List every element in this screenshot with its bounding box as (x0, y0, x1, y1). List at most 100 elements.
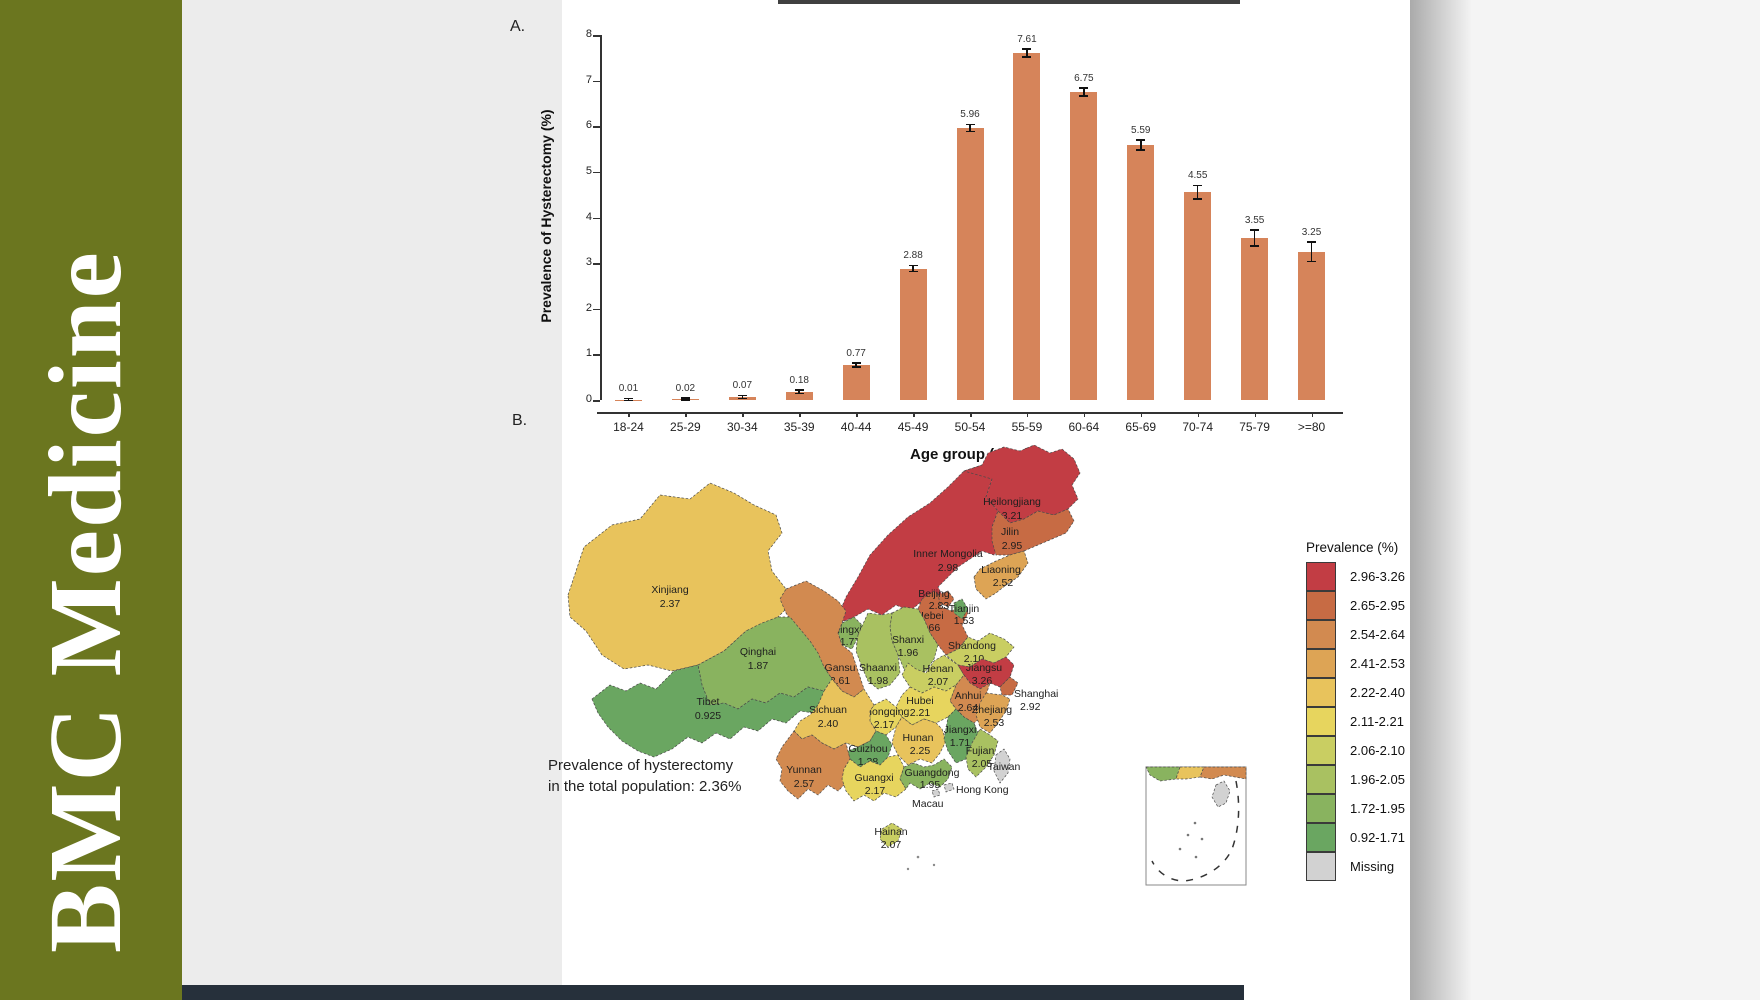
annotation-line1: Prevalence of hysterectomy (548, 757, 734, 774)
x-axis-tick-mark (913, 412, 915, 417)
province-inner-mongolia: Inner Mongolia 2.98 (835, 464, 1005, 622)
province-shanxi-label: Shanxi (892, 634, 924, 646)
bar (1241, 238, 1269, 400)
error-bar (1139, 140, 1142, 150)
province-anhui-label: Anhui (955, 690, 982, 702)
province-guizhou-label: Guizhou (848, 743, 887, 755)
province-xinjiang-label: Xinjiang (651, 584, 689, 596)
province-guangxi: Guangxi 2.17 (841, 754, 907, 802)
province-hunan-label: Hunan (903, 732, 934, 744)
x-axis-tick-mark (685, 412, 687, 417)
province-heilongjiang-value: 3.21 (1002, 510, 1023, 522)
inset-coast-green (1145, 766, 1181, 782)
error-bar (798, 390, 801, 393)
x-axis-tick-mark (970, 412, 972, 417)
bar (1298, 251, 1326, 400)
x-axis-tick-mark (1140, 412, 1143, 417)
annotation-line2: in the total population: 2.36% (548, 778, 742, 795)
bar (1013, 52, 1041, 400)
x-axis-tick-label: 55-59 (1011, 420, 1043, 434)
inset-islet-dot (1178, 847, 1182, 851)
province-beijing-label: Beijing (918, 588, 950, 600)
south-china-sea-inset (1145, 766, 1247, 886)
province-beijing-shape (937, 590, 955, 608)
legend-range-label: 2.22-2.40 (1350, 685, 1405, 700)
error-bar-cap-bottom (1022, 56, 1032, 58)
legend-item: 2.96-3.26 (1306, 561, 1466, 591)
province-beijing-value: 2.83 (929, 600, 950, 612)
inset-islet-dot (1193, 821, 1197, 825)
province-yunnan: Yunnan 2.57 (775, 730, 851, 800)
x-axis-tick-label: 18-24 (613, 420, 644, 434)
province-hainan-label: Hainan (874, 826, 907, 838)
province-yunnan-value: 2.57 (794, 778, 815, 790)
x-axis-tick-mark (742, 412, 744, 417)
province-qinghai-label: Qinghai (740, 646, 776, 658)
province-jiangxi-value: 1.71 (950, 737, 971, 749)
province-shanghai-shape (999, 676, 1019, 696)
bar-value-label: 6.75 (1074, 72, 1094, 84)
y-axis-tick-mark (593, 35, 600, 37)
error-bar (969, 125, 971, 131)
bar (956, 128, 984, 400)
legend-item: 2.54-2.64 (1306, 619, 1466, 649)
error-bar-cap-bottom (737, 397, 747, 399)
total-prevalence-annotation: Prevalence of hysterectomy in the total … (548, 755, 741, 797)
journal-title: BMC Medicine (28, 250, 143, 953)
inset-islet-dot (1200, 837, 1204, 841)
province-hainan-value: 2.07 (881, 839, 902, 851)
legend-item: 1.96-2.05 (1306, 764, 1466, 794)
islet-dot (906, 867, 910, 871)
province-hubei-shape (895, 684, 957, 726)
legend-item: 2.41-2.53 (1306, 648, 1466, 678)
legend-range-label: 1.96-2.05 (1350, 772, 1405, 787)
bar-value-label: 3.25 (1301, 226, 1322, 238)
legend-swatch (1306, 793, 1336, 823)
islet-dot (932, 863, 936, 867)
error-bar-cap-top (1022, 48, 1032, 50)
y-axis-tick-label: 5 (585, 164, 592, 177)
province-shandong-label: Shandong (948, 640, 996, 652)
bar-value-label: 5.96 (960, 109, 980, 121)
province-xinjiang-value: 2.37 (660, 598, 681, 610)
province-fujian-label: Fujian (966, 745, 995, 757)
top-edge-strip (778, 0, 1240, 4)
y-axis-title: Prevalence of Hysterectomy (%) (538, 109, 554, 323)
province-inner-mongolia-value: 2.98 (938, 562, 959, 574)
error-bar-cap-top (1079, 87, 1089, 89)
bar-value-label: 3.55 (1244, 214, 1265, 226)
province-ningxia-value: 1.77 (840, 636, 861, 648)
x-axis-tick-label: >=80 (1297, 420, 1326, 434)
x-axis-tick-mark (1311, 412, 1314, 417)
inset-taiwan-shape (1211, 780, 1231, 808)
y-axis-tick-label: 4 (585, 210, 592, 223)
y-axis-tick-label: 6 (585, 119, 592, 132)
x-axis-tick-label: 45-49 (897, 420, 929, 434)
islet-dot (916, 855, 920, 859)
legend-swatch (1306, 648, 1336, 678)
province-chongqing-label: Chongqing (859, 706, 910, 718)
province-tibet-shape (591, 664, 829, 758)
x-axis-tick-mark (856, 412, 858, 417)
error-bar (1196, 186, 1199, 199)
x-axis-tick-mark (1197, 412, 1200, 417)
bar-value-label: 5.59 (1131, 124, 1151, 136)
province-inner-mongolia-label: Inner Mongolia (913, 548, 983, 560)
province-hubei-label: Hubei (906, 695, 933, 707)
legend-swatch (1306, 590, 1336, 620)
province-gansu-label: Gansu (825, 662, 856, 674)
y-axis-tick-label: 2 (585, 301, 592, 314)
province-hong-kong-shape (943, 782, 955, 793)
legend-item: 2.06-2.10 (1306, 735, 1466, 765)
bar-plot-area: 0.01 0.02 0.07 0.18 0.77 2.88 5.96 7.61 6.75 5.59… (600, 34, 1340, 402)
province-xinjiang: Xinjiang 2.37 (567, 482, 789, 672)
x-axis-tick-label: 75-79 (1239, 420, 1270, 434)
province-hong-kong-label: Hong Kong (956, 784, 1009, 796)
province-guangdong-shape (899, 758, 953, 790)
error-bar-cap-bottom (1193, 198, 1203, 200)
bar-value-label: 4.55 (1187, 170, 1208, 182)
province-fujian-value: 2.05 (972, 758, 993, 770)
y-axis-tick-label: 1 (585, 347, 592, 360)
province-sichuan-value: 2.40 (818, 718, 839, 730)
error-bar (855, 363, 857, 367)
